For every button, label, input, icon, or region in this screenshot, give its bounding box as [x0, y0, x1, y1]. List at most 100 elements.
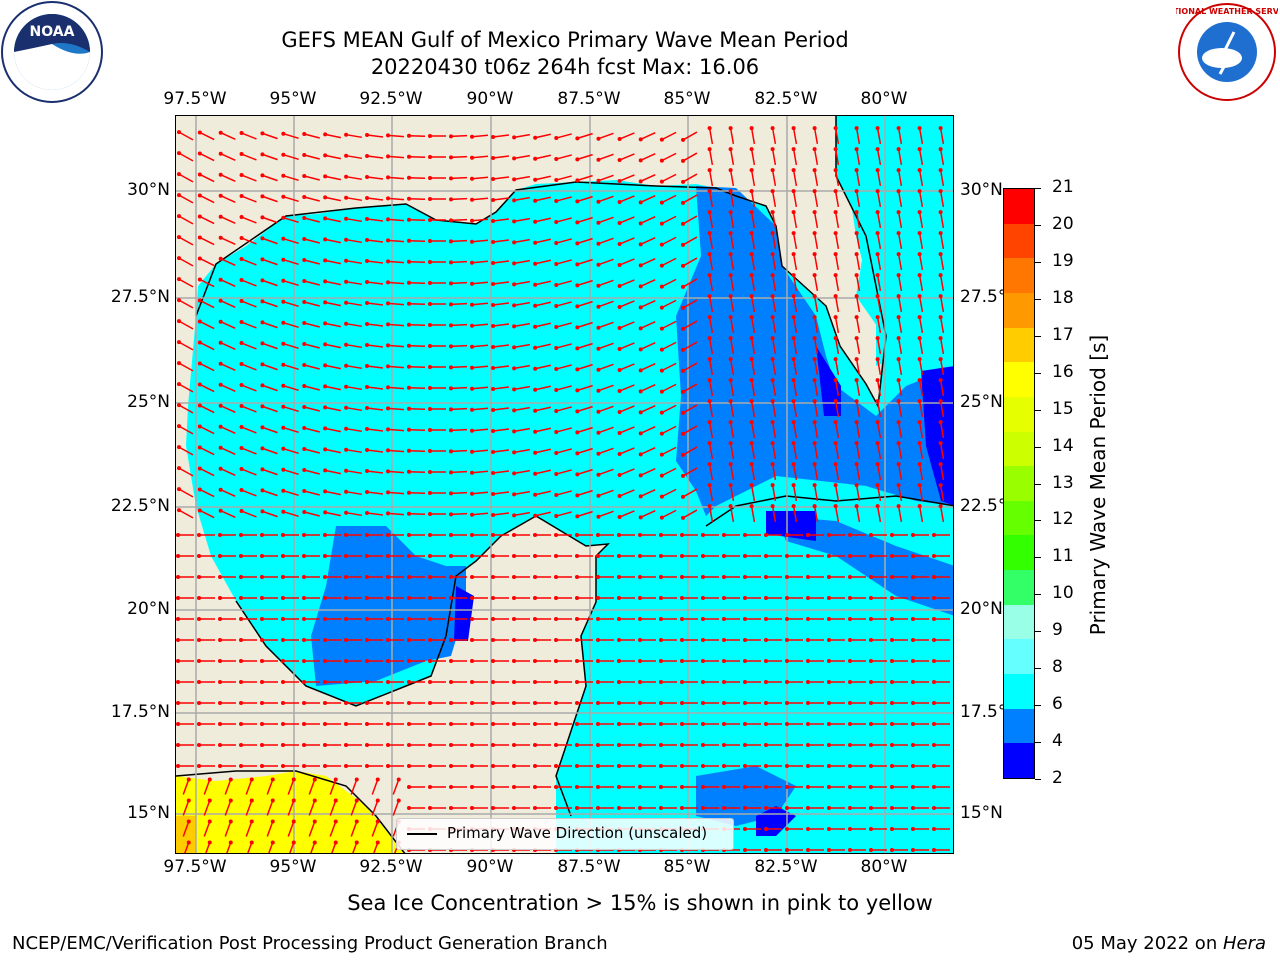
wave-arrow-head — [176, 659, 180, 663]
wave-arrow-head — [260, 320, 265, 325]
wave-arrow-head — [749, 210, 754, 215]
wave-arrow-head — [491, 429, 496, 434]
wave-arrow-head — [365, 448, 370, 453]
wave-arrow-head — [764, 533, 768, 537]
wave-arrow — [471, 323, 489, 327]
wave-arrow-head — [596, 743, 600, 747]
wave-arrow-head — [638, 722, 642, 726]
wave-arrow — [308, 800, 316, 816]
lat-label-right: 15°N — [960, 803, 1003, 823]
wave-arrow — [855, 274, 861, 292]
wave-arrow — [918, 358, 924, 376]
wave-arrow-head — [659, 137, 664, 142]
wave-arrow-head — [911, 596, 915, 600]
wave-arrow-head — [701, 785, 705, 789]
wave-arrow — [729, 442, 735, 460]
wave-arrow-head — [875, 420, 880, 425]
wave-arrow-head — [428, 386, 433, 391]
wave-arrow-head — [375, 819, 380, 824]
wave-arrow — [325, 301, 341, 307]
wave-arrow — [241, 216, 257, 224]
wave-arrow — [450, 134, 468, 138]
wave-arrow — [450, 491, 468, 495]
wave-arrow-head — [575, 283, 580, 288]
wave-arrow-head — [638, 305, 643, 310]
wave-arrow — [373, 842, 379, 853]
wave-arrow — [577, 153, 593, 161]
wave-arrow-head — [938, 441, 943, 446]
wave-arrow-head — [344, 722, 348, 726]
wave-arrow-head — [260, 596, 264, 600]
wave-arrow-head — [470, 701, 474, 705]
wave-arrow — [220, 216, 236, 224]
wave-arrow — [682, 320, 698, 330]
wave-arrow-head — [218, 340, 223, 345]
wave-arrow-head — [659, 473, 664, 478]
wave-arrow-head — [323, 237, 328, 242]
wave-arrow-head — [176, 193, 181, 198]
wave-arrow-head — [302, 638, 306, 642]
wave-arrow-head — [302, 342, 307, 347]
wave-arrow — [178, 446, 194, 456]
colorbar-segment — [1004, 292, 1034, 328]
wave-arrow-head — [470, 722, 474, 726]
wave-arrow-head — [533, 680, 537, 684]
wave-arrow — [918, 400, 924, 418]
wave-arrow — [619, 174, 635, 182]
wave-arrow — [450, 218, 468, 222]
wave-arrow-head — [470, 764, 474, 768]
wave-arrow-head — [407, 490, 412, 495]
wave-arrow-head — [911, 806, 915, 810]
wave-arrow-head — [323, 510, 328, 515]
wave-arrow-head — [638, 533, 642, 537]
wave-arrow-head — [770, 462, 775, 467]
wave-arrow-head — [396, 798, 401, 803]
wave-arrow — [471, 239, 489, 243]
wave-arrow-head — [749, 315, 754, 320]
wave-arrow-head — [659, 326, 664, 331]
wave-arrow — [492, 281, 510, 285]
wave-arrow-head — [681, 473, 686, 478]
wave-arrow-head — [848, 596, 852, 600]
wave-arrow — [247, 842, 253, 853]
wave-arrow-head — [743, 764, 747, 768]
wave-arrow-head — [260, 743, 264, 747]
wave-arrow-head — [911, 743, 915, 747]
wave-arrow-head — [302, 701, 306, 705]
wave-arrow-head — [848, 638, 852, 642]
wave-arrow-head — [176, 403, 181, 408]
wave-arrow — [199, 173, 215, 183]
wave-arrow — [304, 196, 320, 202]
wave-arrow — [556, 490, 572, 496]
wave-arrow-head — [323, 195, 328, 200]
wave-arrow-head — [533, 764, 537, 768]
wave-arrow-head — [197, 680, 201, 684]
wave-arrow-head — [848, 764, 852, 768]
wave-arrow — [241, 468, 257, 476]
wave-arrow — [325, 322, 341, 328]
wave-arrow-head — [681, 494, 686, 499]
wave-arrow-head — [896, 231, 901, 236]
wave-arrow-head — [512, 743, 516, 747]
wave-arrow-head — [281, 638, 285, 642]
wave-arrow-head — [302, 617, 306, 621]
wave-arrow — [682, 236, 698, 246]
wave-arrow — [241, 321, 257, 329]
wave-arrow — [598, 321, 614, 329]
wave-arrow — [556, 301, 572, 307]
wave-arrow — [220, 321, 236, 329]
wave-arrow-head — [770, 273, 775, 278]
wave-arrow-head — [449, 134, 454, 139]
lon-label-top: 85°W — [663, 89, 711, 109]
wave-arrow-head — [197, 403, 202, 408]
wave-arrow — [241, 153, 257, 161]
wave-arrow-head — [186, 819, 191, 824]
wave-arrow-head — [218, 638, 222, 642]
wave-arrow-head — [575, 722, 579, 726]
wave-arrow-head — [764, 848, 768, 852]
colorbar-tick-label: 12 — [1052, 509, 1074, 530]
wave-arrow-head — [218, 130, 223, 135]
wave-arrow — [224, 800, 232, 816]
wave-arrow — [408, 491, 426, 495]
wave-arrow — [266, 821, 274, 837]
